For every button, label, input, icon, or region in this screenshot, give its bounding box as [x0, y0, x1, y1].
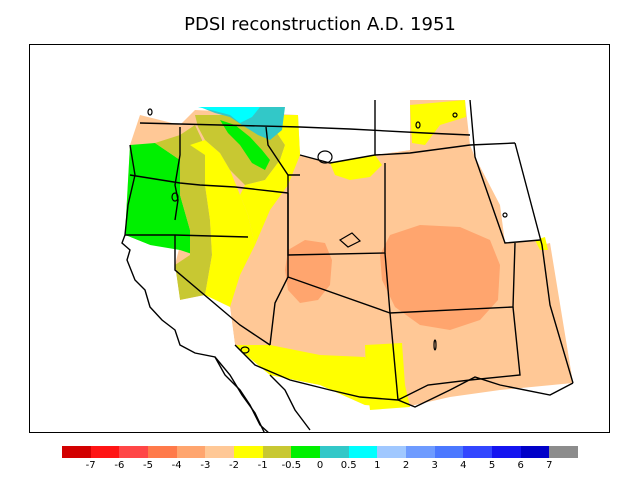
legend-labels: -7 -6 -5 -4 -3 -2 -1 -0.5 0 0.5 1 2 3 4 5 6 7 — [62, 460, 578, 474]
legend-label: -2 — [229, 460, 239, 471]
legend-swatch — [176, 446, 206, 458]
border-colorado — [384, 242, 516, 314]
legend-swatch — [90, 446, 120, 458]
baja-coast — [214, 356, 265, 432]
lake-tahoe — [171, 192, 179, 202]
map-panel — [29, 44, 610, 433]
border-east-1 — [469, 99, 541, 244]
legend-label: -7 — [85, 460, 96, 471]
gulf-coast — [269, 374, 311, 431]
mexico-border — [234, 344, 574, 408]
legend-swatch — [492, 446, 521, 458]
mask-layer — [125, 100, 540, 350]
region-near-normal-dry-west — [155, 125, 212, 300]
mask-montana-white — [375, 100, 410, 155]
region-mild-dry-north — [225, 115, 300, 245]
region-mild-dry-montana — [410, 100, 466, 145]
region-wet-mild — [200, 107, 285, 140]
legend-swatch — [62, 446, 91, 458]
color-legend — [62, 446, 579, 458]
legend-swatch — [291, 446, 321, 458]
border-east-2 — [514, 142, 574, 384]
legend-swatch — [406, 446, 435, 458]
region-wet-strong — [198, 107, 260, 123]
legend-swatch — [262, 446, 292, 458]
border-mt-wy — [374, 144, 471, 156]
lake-ne-2 — [502, 212, 508, 218]
pdsi-map — [121, 99, 574, 432]
legend-swatch — [234, 446, 263, 458]
legend-swatch — [434, 446, 464, 458]
lake-utah — [338, 232, 362, 248]
border-ut-az — [287, 276, 391, 314]
legend-label: 3 — [431, 460, 438, 471]
great-salt-lake — [317, 150, 333, 164]
legend-swatch — [463, 446, 493, 458]
legend-label: 6 — [517, 460, 524, 471]
border-id-west — [174, 127, 181, 221]
legend-label: -4 — [171, 460, 182, 471]
region-mild-dry-west — [190, 140, 255, 307]
lake-nm — [433, 339, 437, 351]
lake-wy — [415, 121, 421, 129]
region-severe-dry-colorado — [380, 225, 500, 330]
legend-swatch — [205, 446, 235, 458]
borders-layer — [121, 99, 574, 432]
legend-label: -0.5 — [281, 460, 302, 471]
region-near-normal-wet-north — [220, 120, 270, 170]
border-wyoming — [299, 100, 376, 164]
legend-label: 0 — [316, 460, 324, 471]
mask-wyoming-white — [470, 143, 540, 243]
mask-california-white — [125, 235, 240, 350]
legend-label: 1 — [374, 460, 381, 471]
border-az-nm — [389, 312, 399, 401]
border-id-south — [234, 186, 289, 194]
legend-label: 5 — [488, 460, 496, 471]
border-wa-or — [129, 174, 236, 188]
canada-border — [139, 122, 471, 136]
lake-ne-1 — [452, 112, 458, 118]
legend-swatch — [377, 446, 407, 458]
lake-mead — [240, 346, 250, 354]
legend-label: 7 — [546, 460, 553, 471]
legend-label: 4 — [460, 460, 467, 471]
legend-swatch — [320, 446, 349, 458]
map-title: PDSI reconstruction A.D. 1951 — [184, 14, 456, 35]
legend-label: 2 — [402, 460, 410, 471]
region-severe-dry-utah — [285, 240, 332, 303]
border-id-mt — [265, 126, 300, 176]
lake-ca — [147, 108, 153, 116]
legend-swatch — [119, 446, 149, 458]
legend-swatch — [348, 446, 378, 458]
border-nd-sd — [469, 142, 516, 146]
legend-swatch — [549, 446, 579, 458]
lakes-layer — [147, 108, 508, 354]
legend-label: 0.5 — [340, 460, 357, 471]
legend-swatch — [520, 446, 550, 458]
legend-label: -6 — [114, 460, 125, 471]
legend-label: -3 — [200, 460, 211, 471]
border-wy-co — [287, 163, 386, 256]
region-mild-dry-nm — [365, 343, 410, 410]
region-mild-dry-south — [235, 345, 406, 407]
legend-swatch — [148, 446, 177, 458]
legend-label: -5 — [143, 460, 153, 471]
border-ca-nv — [174, 235, 271, 346]
legend-label: -1 — [257, 460, 268, 471]
